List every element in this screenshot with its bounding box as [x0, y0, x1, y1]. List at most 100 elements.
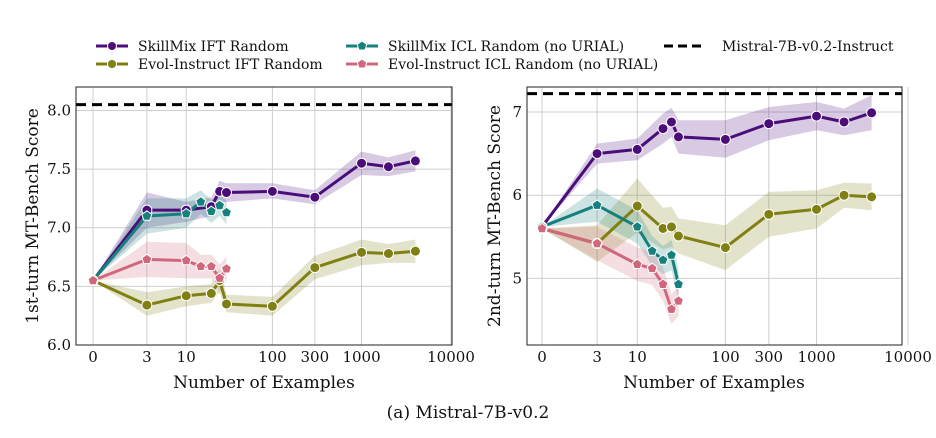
point-evol-instruct-ift-random-1st-turn — [180, 290, 192, 302]
point-skillmix-ift-random-2nd-turn — [591, 148, 603, 160]
point-evol-instruct-icl-random-no-urial-1st-turn — [220, 262, 232, 274]
y-tick-labels-1st-turn: 6.0 6.5 7.0 7.5 8.0 — [47, 101, 71, 354]
point-evol-instruct-ift-random-2nd-turn — [866, 191, 878, 203]
point-evol-instruct-icl-random-no-urial-1st-turn — [141, 253, 153, 265]
point-evol-instruct-ift-random-1st-turn — [382, 248, 394, 260]
point-skillmix-ift-random-1st-turn — [409, 155, 421, 167]
point-skillmix-icl-random-no-urial-1st-turn — [220, 206, 232, 218]
point-evol-instruct-ift-random-2nd-turn — [838, 189, 850, 201]
point-skillmix-ift-random-2nd-turn — [631, 143, 643, 155]
plot-frame-2nd-turn — [526, 86, 903, 346]
band-evol-instruct-icl-random-no-urial-2nd-turn — [542, 226, 679, 325]
series-points-2nd-turn — [536, 107, 878, 314]
legend-marker-evol-ift — [107, 59, 117, 69]
legend-label-evol-icl: Evol-Instruct ICL Random (no URIAL) — [388, 57, 658, 73]
point-skillmix-ift-random-1st-turn — [382, 161, 394, 173]
legend-label-baseline: Mistral-7B-v0.2-Instruct — [722, 39, 894, 55]
y-tick-label-2nd-turn: 5 — [512, 269, 522, 287]
band-evol-instruct-ift-random-2nd-turn — [542, 178, 872, 271]
band-skillmix-icl-random-no-urial-2nd-turn — [542, 188, 679, 300]
point-evol-instruct-icl-random-no-urial-2nd-turn — [665, 303, 677, 314]
x-tick-label-1st-turn: 0 — [88, 348, 98, 366]
y-tick-labels-2nd-turn: 5 6 7 — [512, 103, 522, 287]
plot-frame-1st-turn — [75, 86, 453, 346]
band-evol-instruct-ift-random-1st-turn — [93, 239, 416, 316]
x-tick-label-2nd-turn: 100 — [711, 348, 740, 366]
x-tick-label-2nd-turn: 300 — [754, 348, 783, 366]
point-skillmix-icl-random-no-urial-1st-turn — [205, 205, 217, 216]
x-tick-label-2nd-turn: 10000 — [884, 348, 932, 366]
point-evol-instruct-icl-random-no-urial-2nd-turn — [591, 237, 603, 249]
x-tick-label-2nd-turn: 10 — [628, 348, 647, 366]
band-evol-instruct-icl-random-no-urial-1st-turn — [93, 241, 227, 293]
point-evol-instruct-icl-random-no-urial-2nd-turn — [672, 295, 684, 306]
point-skillmix-ift-random-2nd-turn — [838, 116, 850, 128]
x-axis-label-2nd-turn: Number of Examples — [623, 373, 805, 393]
x-tick-label-1st-turn: 10000 — [427, 348, 475, 366]
point-skillmix-ift-random-2nd-turn — [811, 110, 823, 122]
point-evol-instruct-ift-random-1st-turn — [409, 245, 421, 257]
point-skillmix-ift-random-2nd-turn — [763, 118, 775, 130]
y-tick-label-1st-turn: 7.5 — [47, 160, 71, 178]
point-evol-instruct-ift-random-1st-turn — [266, 300, 278, 312]
point-skillmix-icl-random-no-urial-2nd-turn — [665, 249, 677, 260]
point-evol-instruct-ift-random-2nd-turn — [672, 230, 684, 242]
x-tick-labels-1st-turn: 0 3 10 100 300 1000 10000 — [88, 348, 475, 366]
x-tick-label-2nd-turn: 3 — [592, 348, 602, 366]
legend-marker-skillmix-ift — [107, 41, 117, 51]
legend-label-skillmix-ift: SkillMix IFT Random — [138, 39, 289, 55]
x-axis-label-1st-turn: Number of Examples — [173, 373, 355, 393]
legend-entry-skillmix-icl: SkillMix ICL Random (no URIAL) — [346, 39, 624, 55]
grid-1st-turn — [76, 87, 452, 346]
figure-caption: (a) Mistral-7B-v0.2 — [387, 403, 550, 423]
point-evol-instruct-icl-random-no-urial-2nd-turn — [631, 258, 643, 269]
x-tick-label-1st-turn: 100 — [258, 348, 287, 366]
point-skillmix-ift-random-2nd-turn — [866, 107, 878, 119]
x-tick-label-1st-turn: 300 — [301, 348, 330, 366]
x-tick-label-1st-turn: 1000 — [342, 348, 380, 366]
point-evol-instruct-ift-random-1st-turn — [356, 246, 368, 258]
y-tick-label-1st-turn: 8.0 — [47, 101, 71, 119]
point-evol-instruct-icl-random-no-urial-2nd-turn — [536, 222, 548, 234]
point-evol-instruct-ift-random-1st-turn — [220, 298, 232, 310]
point-evol-instruct-icl-random-no-urial-1st-turn — [214, 272, 226, 283]
point-evol-instruct-ift-random-1st-turn — [141, 299, 153, 311]
y-tick-label-1st-turn: 6.0 — [47, 336, 71, 354]
point-evol-instruct-ift-random-2nd-turn — [811, 203, 823, 215]
legend-label-evol-ift: Evol-Instruct IFT Random — [138, 57, 323, 73]
chart-panel-2nd-turn: 0 3 10 100 300 1000 10000 5 6 7 Number of Exampl… — [485, 86, 932, 393]
point-skillmix-ift-random-2nd-turn — [672, 131, 684, 143]
point-skillmix-icl-random-no-urial-2nd-turn — [672, 278, 684, 289]
point-skillmix-ift-random-1st-turn — [220, 187, 232, 199]
legend-marker-evol-icl — [356, 58, 368, 69]
x-tick-label-1st-turn: 10 — [177, 348, 196, 366]
x-tick-labels-2nd-turn: 0 3 10 100 300 1000 10000 — [537, 348, 932, 366]
point-skillmix-ift-random-1st-turn — [356, 157, 368, 169]
y-tick-label-1st-turn: 7.0 — [47, 219, 71, 237]
point-skillmix-icl-random-no-urial-2nd-turn — [657, 254, 669, 265]
point-evol-instruct-ift-random-2nd-turn — [719, 242, 731, 254]
point-evol-instruct-icl-random-no-urial-2nd-turn — [657, 278, 669, 289]
band-skillmix-ift-random-2nd-turn — [542, 95, 872, 227]
x-tick-label-2nd-turn: 1000 — [797, 348, 835, 366]
point-skillmix-ift-random-1st-turn — [309, 191, 321, 203]
legend-entry-skillmix-ift: SkillMix IFT Random — [96, 39, 289, 55]
point-evol-instruct-ift-random-2nd-turn — [665, 221, 677, 233]
x-tick-label-1st-turn: 3 — [142, 348, 152, 366]
point-evol-instruct-icl-random-no-urial-1st-turn — [180, 254, 192, 266]
legend-entry-baseline: Mistral-7B-v0.2-Instruct — [664, 39, 894, 55]
plot-area-2nd-turn — [527, 87, 902, 345]
point-skillmix-icl-random-no-urial-1st-turn — [141, 210, 153, 221]
point-evol-instruct-icl-random-no-urial-1st-turn — [195, 260, 207, 272]
point-skillmix-ift-random-1st-turn — [266, 185, 278, 197]
point-evol-instruct-ift-random-1st-turn — [309, 262, 321, 274]
point-skillmix-icl-random-no-urial-1st-turn — [180, 207, 192, 219]
legend-entry-evol-ift: Evol-Instruct IFT Random — [96, 57, 323, 73]
chart-panel-1st-turn: 0 3 10 100 300 1000 10000 6.0 6.5 7.0 7.5 8.0 Numb… — [23, 86, 475, 393]
legend-marker-skillmix-icl — [356, 40, 368, 51]
point-evol-instruct-icl-random-no-urial-1st-turn — [87, 274, 99, 286]
point-evol-instruct-icl-random-no-urial-1st-turn — [205, 260, 217, 272]
series-points-1st-turn — [87, 155, 421, 312]
band-skillmix-icl-random-no-urial-1st-turn — [93, 190, 227, 281]
